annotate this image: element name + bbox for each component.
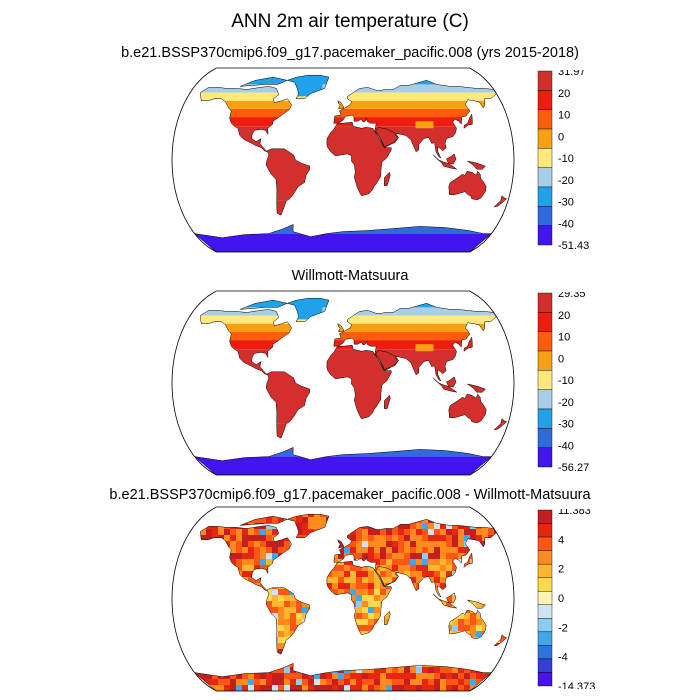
colorbar-swatch — [537, 523, 553, 538]
colorbar-swatch — [537, 672, 553, 687]
colorbar-tick-label: 4 — [558, 534, 564, 546]
colorbar-tick-label: 29.35 — [558, 292, 586, 300]
colorbar-swatch — [537, 292, 553, 313]
colorbar-swatch — [537, 225, 553, 246]
colorbar-tick-label: 31.97 — [558, 70, 586, 78]
panel-2-colorbar: 29.35 20 10 0 -10 -20 -30 -40 -56.27 — [537, 292, 589, 474]
colorbar-swatch — [537, 618, 553, 633]
panel-1-map — [171, 67, 515, 253]
colorbar-tick-label: 2 — [558, 564, 564, 576]
colorbar-tick-label: -40 — [558, 218, 574, 230]
panel-1-subtitle: b.e21.BSSP370cmip6.f09_g17.pacemaker_pac… — [121, 45, 579, 61]
colorbar-tick-label: -20 — [558, 175, 574, 187]
colorbar-swatch — [537, 128, 553, 149]
colorbar-swatch — [537, 658, 553, 673]
colorbar-swatch — [537, 447, 553, 468]
colorbar-tick-label: -30 — [558, 419, 574, 431]
colorbar-tick-label: -20 — [558, 397, 574, 409]
colorbar-swatch — [537, 509, 553, 524]
panel-2-subtitle: Willmott-Matsuura — [291, 268, 409, 284]
figure-title: ANN 2m air temperature (C) — [231, 11, 469, 32]
colorbar-swatch — [537, 550, 553, 565]
colorbar-swatch — [537, 70, 553, 91]
colorbar-swatch — [537, 350, 553, 371]
colorbar-swatch — [537, 370, 553, 390]
colorbar-swatch — [537, 577, 553, 592]
colorbar-tick-label: -14.373 — [558, 681, 595, 689]
colorbar-swatch — [537, 90, 553, 110]
colorbar-swatch — [537, 428, 553, 448]
colorbar-swatch — [537, 331, 553, 352]
colorbar-swatch — [537, 109, 553, 130]
colorbar-swatch — [537, 186, 553, 207]
colorbar-tick-label: 20 — [558, 310, 570, 322]
colorbar-swatch — [537, 148, 553, 168]
colorbar-tick-label: 0 — [558, 593, 564, 605]
colorbar-swatch — [537, 536, 553, 551]
colorbar-tick-label: 10 — [558, 332, 570, 344]
colorbar-tick-label: 11.383 — [558, 509, 591, 517]
colorbar-swatch — [537, 563, 553, 578]
panel-3-map — [171, 506, 515, 692]
colorbar-tick-label: -56.27 — [558, 462, 589, 474]
colorbar-tick-label: -51.43 — [558, 240, 589, 252]
colorbar-tick-label: -40 — [558, 440, 574, 452]
colorbar-tick-label: 0 — [558, 131, 564, 143]
colorbar-tick-label: -10 — [558, 375, 574, 387]
colorbar-swatch — [537, 167, 553, 188]
colorbar-tick-label: 0 — [558, 353, 564, 365]
colorbar-tick-label: 10 — [558, 110, 570, 122]
colorbar-swatch — [537, 206, 553, 226]
colorbar-tick-label: -4 — [558, 652, 568, 664]
colorbar-swatch — [537, 312, 553, 332]
colorbar-swatch — [537, 389, 553, 410]
colorbar-tick-label: 20 — [558, 88, 570, 100]
colorbar-tick-label: -10 — [558, 153, 574, 165]
colorbar-swatch — [537, 645, 553, 660]
colorbar-swatch — [537, 408, 553, 429]
colorbar-swatch — [537, 591, 553, 605]
colorbar-swatch — [537, 604, 553, 619]
panel-3-colorbar: 11.383 4 2 0 -2 -4 -14.373 — [537, 509, 595, 689]
colorbar-swatch — [537, 631, 553, 646]
colorbar-tick-label: -30 — [558, 197, 574, 209]
panel-1-colorbar: 31.97 20 10 0 -10 -20 -30 -40 -51.43 — [537, 70, 589, 252]
panel-2-map — [171, 290, 515, 476]
colorbar-tick-label: -2 — [558, 622, 568, 634]
panel-3-subtitle: b.e21.BSSP370cmip6.f09_g17.pacemaker_pac… — [109, 487, 591, 503]
